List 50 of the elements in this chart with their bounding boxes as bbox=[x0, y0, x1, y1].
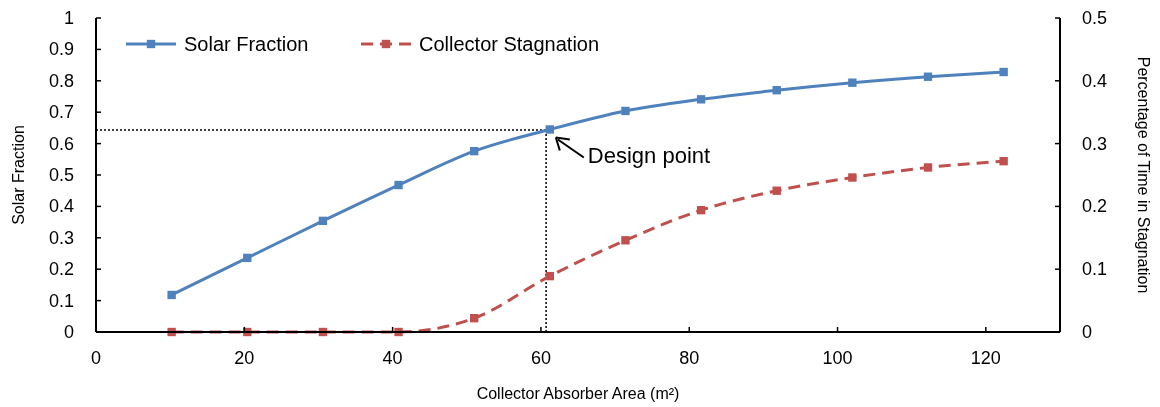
point bbox=[545, 271, 555, 281]
legend-label: Solar Fraction bbox=[184, 33, 309, 55]
y-tick-label: 1 bbox=[63, 8, 74, 28]
point bbox=[470, 146, 479, 156]
x-tick-label: 0 bbox=[90, 348, 102, 368]
x-tick-label: 20 bbox=[234, 348, 255, 368]
point bbox=[243, 253, 252, 263]
point bbox=[772, 86, 781, 95]
y-tick-label: 0.1 bbox=[48, 290, 74, 311]
point bbox=[621, 236, 630, 245]
annotation: Design point bbox=[587, 143, 711, 169]
point bbox=[318, 216, 328, 226]
legend-label: Collector Stagnation bbox=[419, 33, 600, 55]
y2-axis-title: Percentage of Time in Stagnation bbox=[1135, 56, 1152, 294]
y2-tick-label: 0 bbox=[1082, 322, 1093, 342]
x-tick-label: 80 bbox=[679, 348, 700, 368]
x-tick-label: 120 bbox=[970, 348, 1001, 368]
point bbox=[999, 67, 1008, 77]
point bbox=[772, 186, 781, 195]
y-tick-label: 0.2 bbox=[48, 259, 74, 280]
point bbox=[621, 106, 630, 116]
point bbox=[470, 314, 479, 323]
x-axis-title: Collector Absorber Area (m²) bbox=[476, 385, 680, 402]
point bbox=[848, 78, 857, 87]
point bbox=[848, 173, 857, 182]
x-tick-label: 40 bbox=[382, 348, 403, 368]
y-tick-label: 0 bbox=[63, 322, 74, 342]
y2-tick-label: 0.1 bbox=[1082, 259, 1108, 280]
point bbox=[999, 157, 1008, 166]
y2-tick-label: 0.5 bbox=[1082, 8, 1108, 28]
y-tick-label: 0.8 bbox=[48, 70, 74, 91]
y2-tick-label: 0.4 bbox=[1082, 70, 1108, 91]
y2-tick-label: 0.3 bbox=[1082, 133, 1108, 154]
y-tick-label: 0.6 bbox=[48, 133, 74, 154]
point bbox=[696, 95, 706, 104]
point bbox=[394, 180, 403, 190]
y-axis-title: Solar Fraction bbox=[10, 125, 27, 225]
y-tick-label: 0.7 bbox=[48, 102, 74, 123]
y2-tick-label: 0.2 bbox=[1082, 196, 1108, 217]
x-tick-label: 100 bbox=[822, 348, 853, 368]
y-tick-label: 0.5 bbox=[48, 165, 74, 185]
point bbox=[545, 125, 555, 134]
point bbox=[696, 205, 706, 215]
y-tick-label: 0.4 bbox=[48, 196, 74, 217]
x-tick-label: 60 bbox=[530, 348, 551, 368]
point bbox=[923, 163, 933, 172]
y-tick-label: 0.9 bbox=[48, 39, 74, 60]
y-tick-label: 0.3 bbox=[48, 227, 74, 248]
point bbox=[923, 72, 933, 81]
point bbox=[167, 290, 176, 300]
